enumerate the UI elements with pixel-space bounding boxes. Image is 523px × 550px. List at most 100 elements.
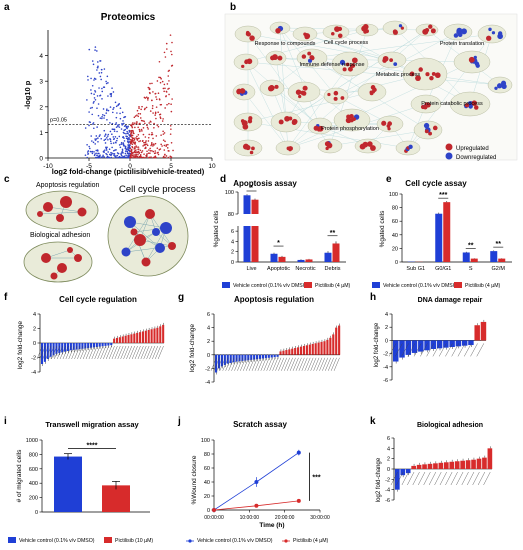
panel-a-xtick-label: -10 <box>43 163 53 170</box>
panel-d-ylabel: %gated cells <box>213 210 220 248</box>
network-node <box>423 122 430 129</box>
panel-f-bar <box>107 343 110 346</box>
downregulated-point <box>112 136 115 138</box>
upregulated-point <box>140 108 142 111</box>
upregulated-point <box>131 145 133 148</box>
downregulated-point <box>96 156 99 159</box>
panel-k-xtick-label-stub <box>412 471 420 486</box>
network-node <box>501 83 507 90</box>
upregulated-point <box>157 125 160 128</box>
downregulated-point <box>89 150 92 153</box>
panel-e-ytick-label: 80 <box>392 206 398 212</box>
upregulated-point <box>168 87 170 90</box>
downregulated-point <box>115 155 117 157</box>
panel-h-ytick-label: -6 <box>383 378 388 384</box>
panel-h-xtick-label-stub <box>420 343 428 357</box>
network-node <box>382 58 387 63</box>
downregulated-point <box>111 146 113 149</box>
downregulated-point <box>125 135 127 138</box>
downregulated-point <box>110 142 112 145</box>
upregulated-point <box>145 155 148 157</box>
downregulated-point <box>119 117 122 120</box>
panel-k-bar <box>476 458 482 469</box>
downregulated-point <box>91 60 94 62</box>
panel-f-xtick-label-stub <box>42 345 49 360</box>
panel-g-xtick-label-stub <box>251 357 258 371</box>
upregulated-point <box>132 123 135 126</box>
network-node <box>345 62 350 67</box>
upregulated-point <box>142 133 145 136</box>
upregulated-point <box>148 87 150 89</box>
panel-j-ytick-label: 80 <box>204 452 210 458</box>
upregulated-point <box>155 98 158 101</box>
network-edge <box>329 29 368 147</box>
downregulated-point <box>109 122 111 124</box>
panel-b-legend: Upregulated Downregulated <box>445 143 496 161</box>
panel-c-clusters: Apoptosis regulation Cell cycle process … <box>23 182 196 283</box>
upregulated-point <box>159 113 162 116</box>
panel-f-xtick-label-stub <box>117 345 124 360</box>
upregulated-point <box>165 145 167 147</box>
downregulated-point <box>115 126 118 128</box>
network-node <box>239 88 246 94</box>
panel-f-xtick-label-stub <box>74 345 81 360</box>
upregulated-point <box>151 141 153 144</box>
panel-j-scratch-assay: Scratch assay %Wound closure Time (h) 0 2… <box>186 420 330 544</box>
panel-e-title: Cell cycle assay <box>405 179 467 188</box>
upregulated-point <box>134 115 137 117</box>
panel-g-xtick-label-stub <box>322 357 328 371</box>
panel-f-bar <box>81 343 84 349</box>
network-node <box>270 55 275 61</box>
downregulated-point <box>91 113 94 116</box>
downregulated-point <box>105 82 108 85</box>
downregulated-point <box>122 135 125 138</box>
upregulated-point <box>129 138 132 141</box>
network-node <box>327 92 331 97</box>
panel-g-xtick-label-stub <box>240 357 246 371</box>
panel-g-bar <box>305 345 308 355</box>
panel-e-category-label: G2/M <box>492 266 506 272</box>
panel-h-ytick-label: -4 <box>383 365 388 371</box>
upregulated-point <box>163 51 166 54</box>
panel-g-ytick-label: 0 <box>207 353 210 359</box>
network-node <box>278 119 284 125</box>
network-node <box>242 143 249 150</box>
panel-e-bar <box>498 258 506 262</box>
network-node <box>295 89 302 95</box>
network-node <box>372 87 377 93</box>
panel-k-bar <box>460 460 465 469</box>
upregulated-point <box>138 140 140 143</box>
downregulated-point <box>120 128 123 130</box>
downregulated-point <box>89 121 92 124</box>
cluster-node <box>124 216 136 228</box>
panel-e-ytick-label: 40 <box>392 233 398 239</box>
panel-f-xtick-label-stub <box>131 345 138 360</box>
panel-e-sig-label: ** <box>468 242 474 249</box>
cluster-node <box>41 253 51 263</box>
panel-e-ytick-label: 60 <box>392 219 398 225</box>
upregulated-point <box>132 132 135 135</box>
legend-label: Vehicle control (0.1% v/v DMSO) <box>383 283 459 289</box>
downregulated-point <box>127 137 130 139</box>
panel-f-xtick-label-stub <box>54 345 60 360</box>
panel-letter-f: f <box>4 292 8 303</box>
upregulated-point <box>170 103 172 105</box>
upregulated-point <box>138 128 141 131</box>
panel-h-xtick-label-stub <box>438 343 447 357</box>
network-node <box>497 33 503 40</box>
upregulated-point <box>154 152 157 154</box>
panel-f-xtick-label-stub <box>88 345 95 360</box>
downregulated-point <box>125 156 128 159</box>
panel-g-xtick-label-stub <box>263 357 270 371</box>
upregulated-point <box>139 140 142 142</box>
network-node <box>350 63 356 68</box>
downregulated-point <box>129 146 131 149</box>
panel-c-cellcycle-label: Cell cycle process <box>119 184 196 195</box>
upregulated-point <box>161 145 163 147</box>
upregulated-point <box>135 145 137 147</box>
panel-letter-d: d <box>220 174 226 185</box>
downregulated-point <box>127 132 129 135</box>
panel-g-xtick-label-stub <box>281 357 287 371</box>
panel-h-xtick-label-stub <box>457 343 466 357</box>
downregulated-point <box>121 148 124 151</box>
